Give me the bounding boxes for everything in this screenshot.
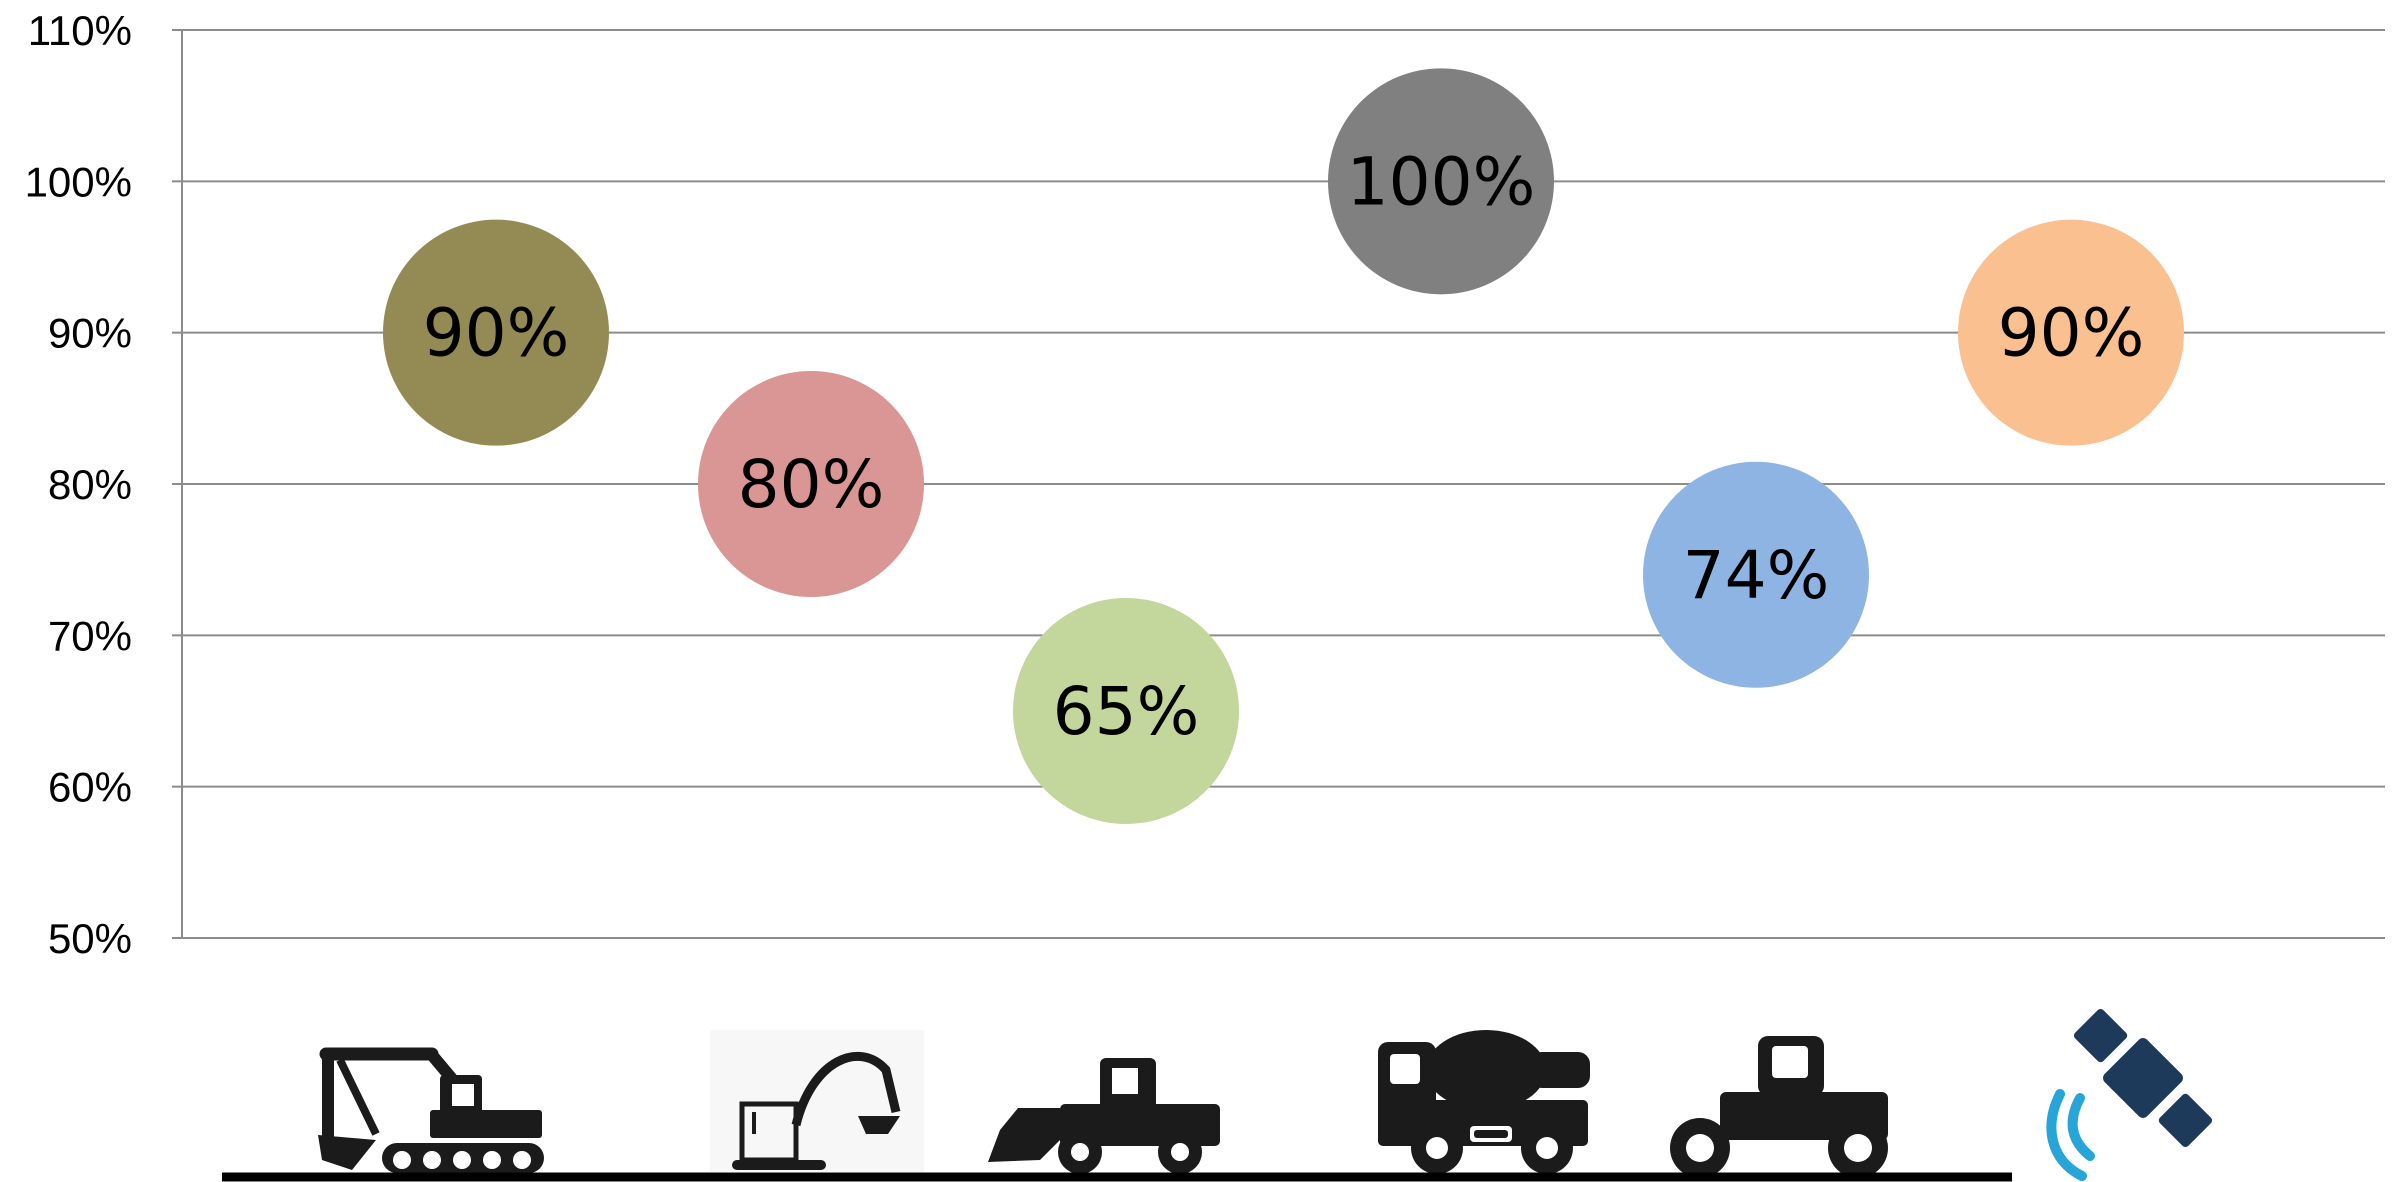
- bubble-value-label: 74%: [1683, 537, 1830, 614]
- wheel-loader-icon: [988, 1058, 1220, 1174]
- bubble-circle: [1328, 68, 1554, 295]
- vehicle-icons: [318, 1008, 2213, 1181]
- bubble-point: 90%: [1958, 219, 2184, 446]
- bubble-circle: [1013, 598, 1239, 824]
- bubble-point: 100%: [1328, 68, 1554, 295]
- bubble-point: 90%: [383, 219, 609, 446]
- excavator-icon: [318, 1047, 544, 1173]
- bubble-circle: [383, 219, 609, 446]
- bubble-value-label: 100%: [1347, 143, 1536, 220]
- bubble-circle: [1958, 219, 2184, 446]
- bubble-value-label: 90%: [423, 295, 570, 372]
- bubble-circle: [1643, 461, 1869, 688]
- mini-excavator-icon: [710, 1030, 924, 1172]
- y-tick-label: 60%: [48, 764, 132, 811]
- y-tick-label: 90%: [48, 310, 132, 357]
- bubble-value-label: 80%: [738, 446, 885, 523]
- bubble-point: 65%: [1013, 598, 1239, 824]
- satellite-icon: [2046, 1008, 2213, 1181]
- road-roller-icon: [1670, 1036, 1888, 1178]
- y-tick-label: 70%: [48, 612, 132, 659]
- concrete-mixer-icon: [1378, 1030, 1590, 1174]
- bubble-circle: [698, 371, 924, 597]
- y-tick-label: 110%: [28, 7, 132, 54]
- bubble-value-label: 65%: [1053, 673, 1200, 750]
- bubble-point: 80%: [698, 371, 924, 597]
- bubbles: 90% 80% 65% 100% 74% 90%: [383, 68, 2184, 824]
- bubble-point: 74%: [1643, 461, 1869, 688]
- y-tick-label: 50%: [48, 915, 132, 962]
- gridlines: [182, 29, 2385, 939]
- y-tick-label: 100%: [25, 158, 132, 205]
- y-tick-label: 80%: [48, 461, 132, 508]
- bubble-value-label: 90%: [1998, 295, 2145, 372]
- y-axis-ticks: 50% 60% 70% 80% 90% 100% 110%: [25, 7, 182, 962]
